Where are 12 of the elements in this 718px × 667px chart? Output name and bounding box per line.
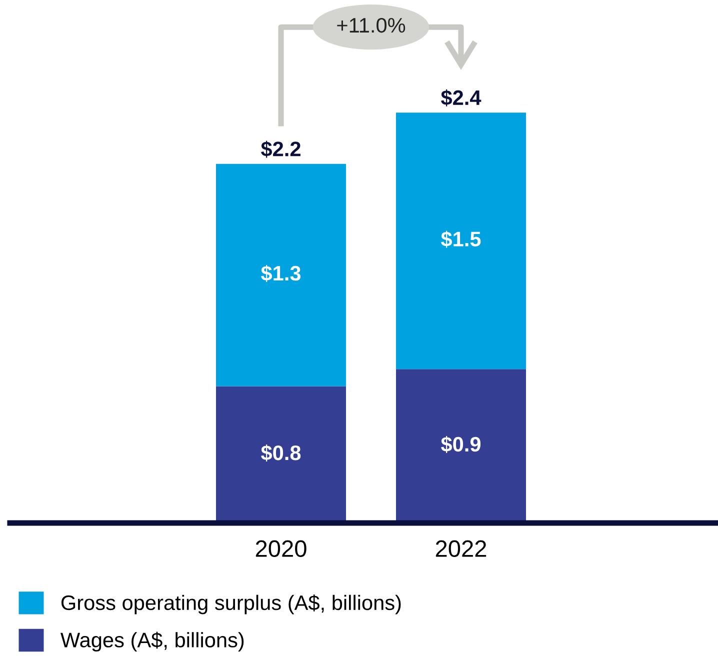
total-label: $2.2 xyxy=(261,140,300,158)
data-label: $0.9 xyxy=(441,436,481,453)
total-label: $2.4 xyxy=(441,89,482,106)
bar xyxy=(216,164,346,386)
x-tick-label: 2022 xyxy=(436,540,486,558)
legend-label: Wages (A$, billions) xyxy=(60,632,244,652)
data-label: $0.8 xyxy=(261,444,301,462)
x-tick-label: 2020 xyxy=(256,540,306,558)
data-label: $1.5 xyxy=(441,230,481,248)
legend-label: Gross operating surplus (A$, billions) xyxy=(61,594,401,614)
data-label: $1.3 xyxy=(261,264,301,282)
text: +11.0% xyxy=(337,18,406,33)
